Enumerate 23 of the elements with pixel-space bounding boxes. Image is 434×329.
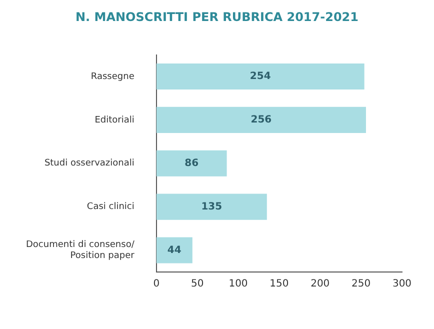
y-tick-label: Documenti di consenso/ Position paper [26, 240, 136, 262]
x-tick-label: 300 [392, 278, 412, 290]
bar [156, 194, 267, 220]
y-tick-label: Casi clinici [86, 202, 134, 212]
data-label: 44 [167, 244, 182, 256]
data-label: 254 [250, 71, 271, 82]
chart-title: N. MANOSCRITTI PER RUBRICA 2017-2021 [74, 10, 360, 24]
x-tick-label: 100 [228, 278, 248, 290]
bar [156, 63, 364, 90]
x-tick-label: 50 [190, 278, 204, 290]
x-tick-label: 150 [270, 278, 289, 290]
y-tick-label: Editoriali [94, 115, 134, 126]
x-tick-label: 200 [310, 278, 330, 290]
y-tick-label: Studi osservazionali [44, 158, 134, 169]
x-tick-label: 250 [352, 278, 371, 290]
data-label: 86 [184, 158, 199, 169]
y-tick-label: Rassegne [90, 72, 135, 82]
data-label: 135 [201, 201, 222, 212]
data-label: 256 [250, 114, 272, 126]
bar [156, 237, 192, 264]
bar [156, 106, 366, 133]
x-tick-label: 0 [153, 278, 160, 290]
bar [156, 150, 227, 176]
